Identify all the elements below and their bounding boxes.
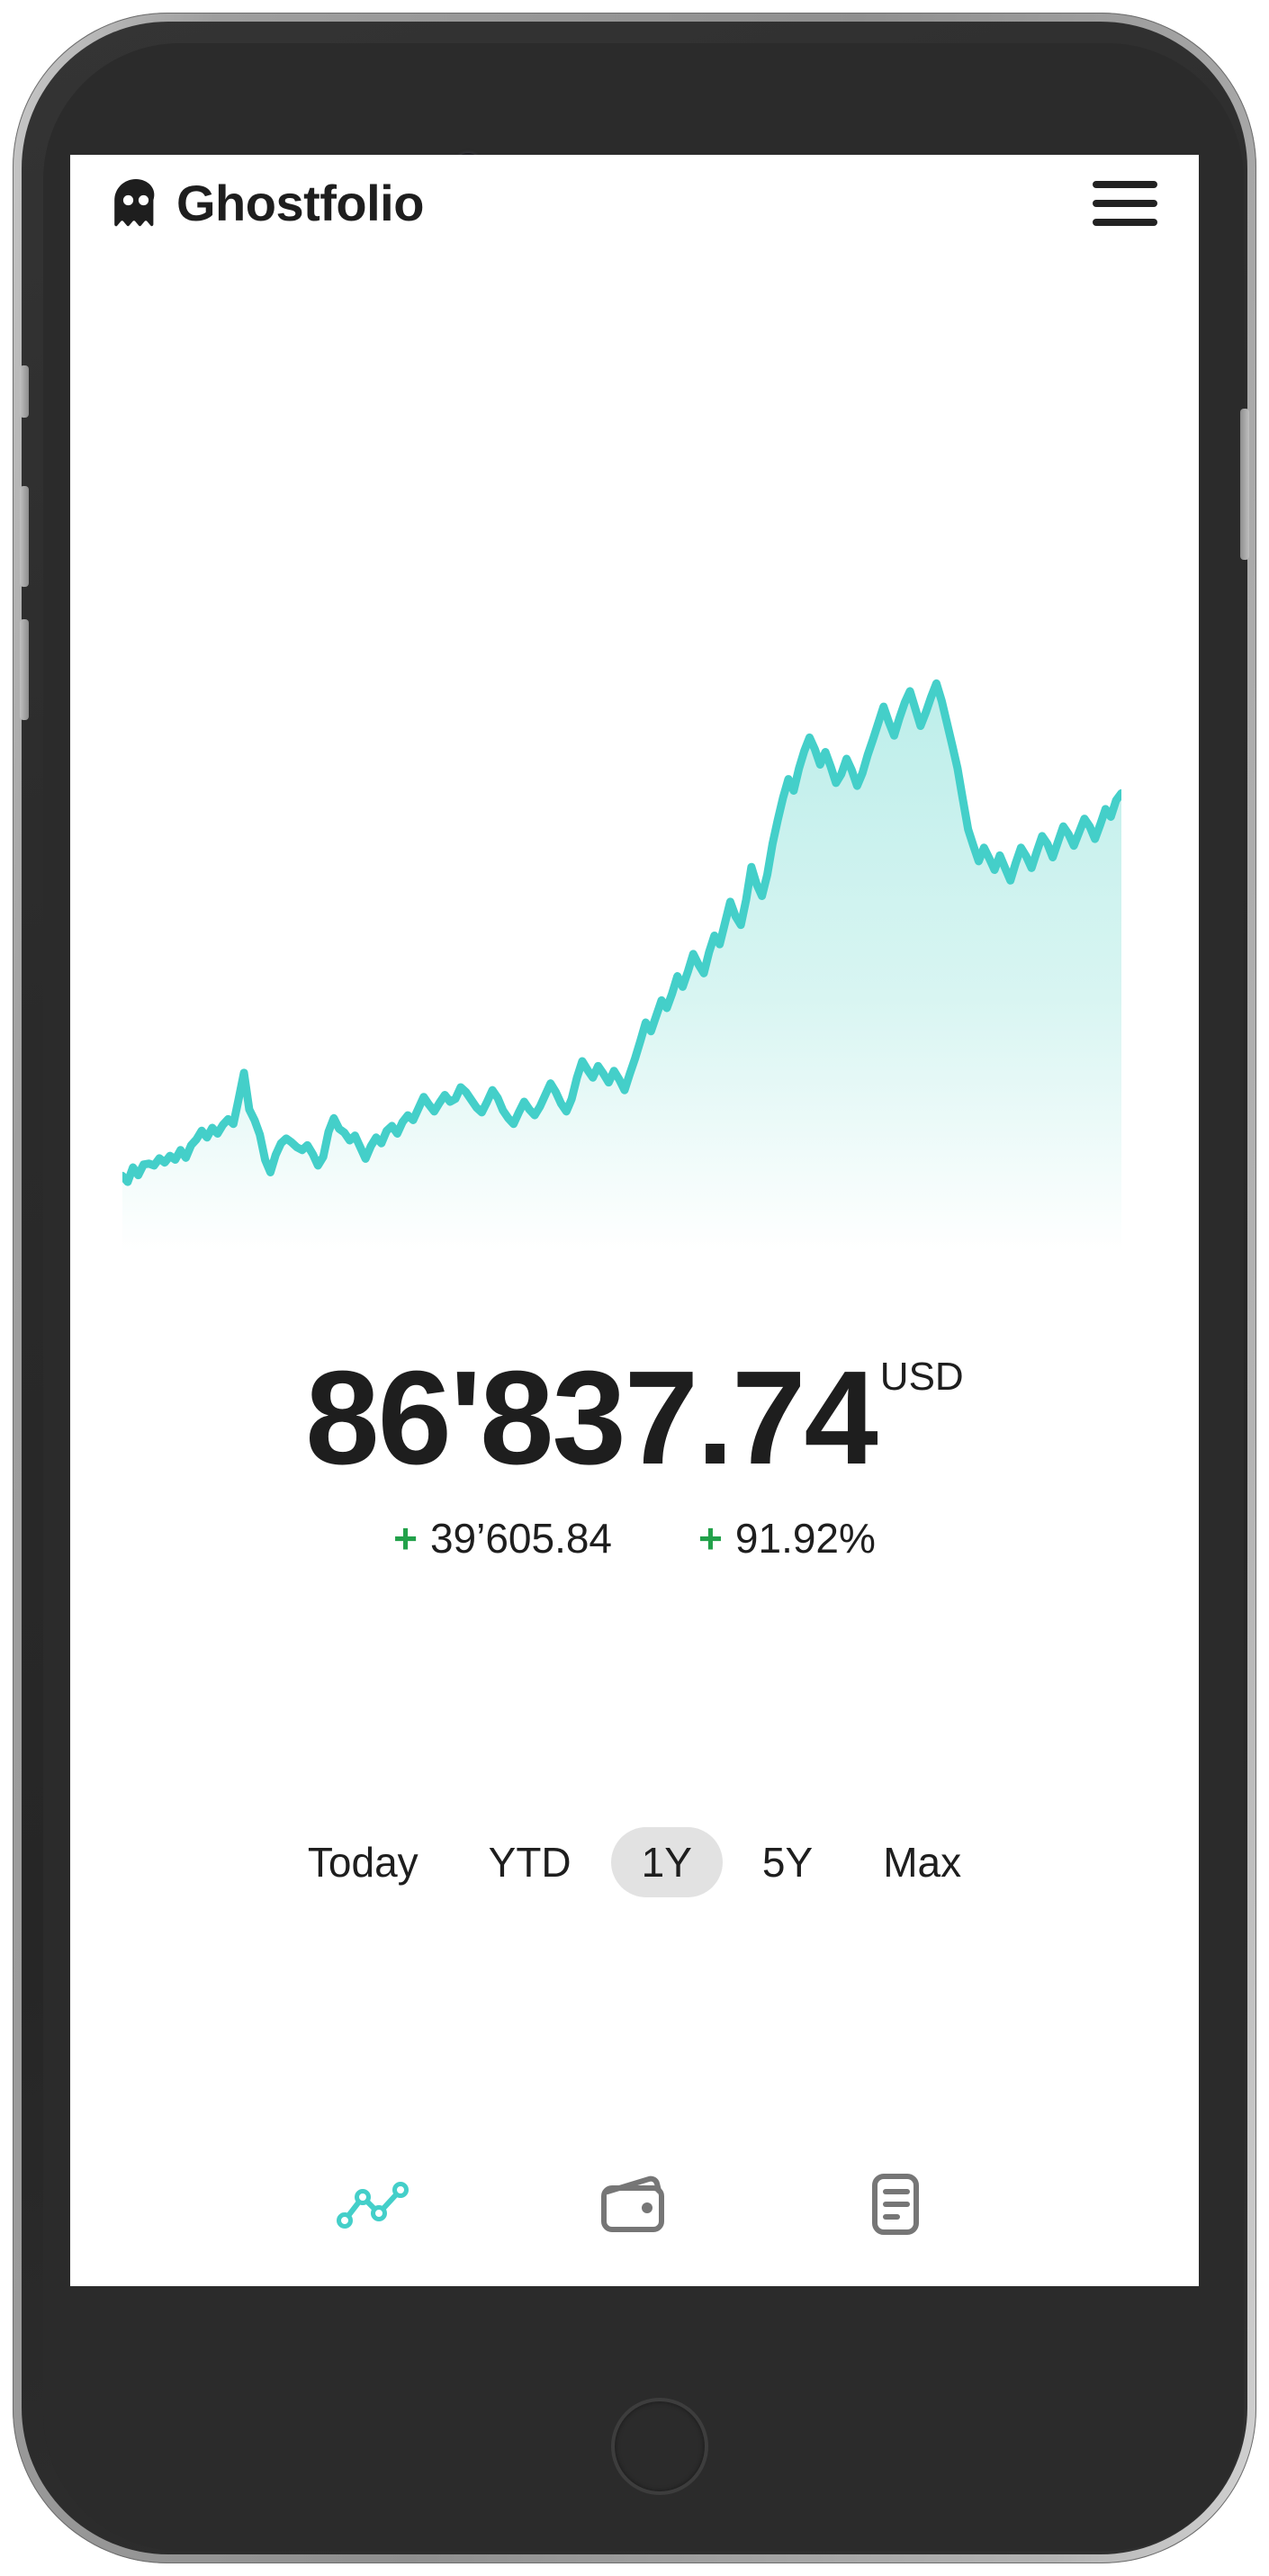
- bottom-navigation: [70, 2164, 1199, 2245]
- volume-down-button[interactable]: [20, 619, 29, 720]
- portfolio-currency: USD: [879, 1355, 964, 1399]
- brand-logo[interactable]: Ghostfolio: [112, 178, 424, 229]
- ghost-logo-icon: [114, 179, 155, 227]
- volume-up-button[interactable]: [20, 486, 29, 587]
- chart-line: [122, 679, 1121, 1186]
- silent-switch[interactable]: [20, 365, 29, 418]
- change-absolute-sign: +: [393, 1515, 418, 1562]
- hamburger-bar: [1093, 219, 1157, 226]
- portfolio-performance-chart[interactable]: [122, 659, 1121, 1253]
- nav-item-portfolio[interactable]: [594, 2164, 675, 2245]
- phone-mockup: Ghostfolio: [13, 13, 1256, 2563]
- phone-screen: Ghostfolio: [70, 155, 1199, 2286]
- date-range-tabs: Today YTD 1Y 5Y Max: [70, 1827, 1199, 1897]
- hamburger-bar: [1093, 200, 1157, 207]
- range-tab-today[interactable]: Today: [277, 1827, 449, 1897]
- change-absolute-value: 39’605.84: [429, 1515, 613, 1562]
- nav-item-activities[interactable]: [855, 2164, 936, 2245]
- hamburger-menu-icon[interactable]: [1093, 176, 1157, 230]
- brand-name: Ghostfolio: [176, 175, 424, 231]
- chart-area-fill: [122, 683, 1121, 1253]
- range-tab-5y[interactable]: 5Y: [732, 1827, 843, 1897]
- power-button[interactable]: [1240, 409, 1249, 560]
- portfolio-value-block: 86'837.74 USD + 39’605.84 + 91.92%: [70, 1352, 1199, 1563]
- nav-item-overview[interactable]: [333, 2164, 414, 2245]
- portfolio-change-row: + 39’605.84 + 91.92%: [70, 1514, 1199, 1563]
- change-percent-sign: +: [698, 1515, 723, 1562]
- document-list-icon: [872, 2174, 919, 2235]
- app-header: Ghostfolio: [70, 155, 1199, 252]
- change-percent-value: 91.92%: [734, 1515, 876, 1562]
- line-chart-icon: [337, 2182, 409, 2229]
- home-button[interactable]: [611, 2398, 708, 2495]
- portfolio-value: 86'837.74: [305, 1344, 878, 1492]
- range-tab-max[interactable]: Max: [852, 1827, 992, 1897]
- hamburger-bar: [1093, 181, 1157, 188]
- change-absolute: + 39’605.84: [393, 1514, 612, 1563]
- wallet-icon: [601, 2175, 664, 2232]
- range-tab-ytd[interactable]: YTD: [458, 1827, 602, 1897]
- change-percent: + 91.92%: [698, 1514, 876, 1563]
- performance-area-chart: [122, 679, 1121, 1253]
- range-tab-1y[interactable]: 1Y: [610, 1827, 723, 1897]
